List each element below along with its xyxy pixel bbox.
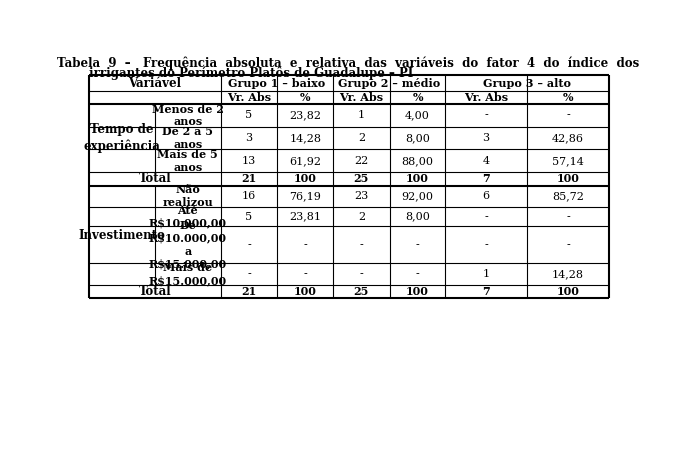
- Text: Tabela  9  –   Frequência  absoluta  e  relativa  das  variáveis  do  fator  4  : Tabela 9 – Frequência absoluta e relativ…: [57, 57, 639, 71]
- Text: Vr. Abs: Vr. Abs: [464, 92, 508, 103]
- Text: -: -: [247, 269, 251, 279]
- Text: -: -: [566, 212, 570, 222]
- Text: 2: 2: [358, 133, 365, 143]
- Text: Variável: Variável: [129, 76, 181, 90]
- Text: %: %: [563, 92, 573, 103]
- Text: -: -: [484, 240, 488, 250]
- Text: Investimento: Investimento: [78, 229, 165, 242]
- Text: Grupo 1 – baixo: Grupo 1 – baixo: [228, 78, 326, 89]
- Text: Grupo 3 – alto: Grupo 3 – alto: [484, 78, 571, 89]
- Text: 23,82: 23,82: [289, 111, 321, 121]
- Text: Não
realizou: Não realizou: [163, 184, 213, 208]
- Text: 25: 25: [353, 173, 369, 184]
- Text: 25: 25: [353, 286, 369, 297]
- Text: 14,28: 14,28: [552, 269, 584, 279]
- Text: %: %: [300, 92, 311, 103]
- Text: Menos de 2
anos: Menos de 2 anos: [152, 104, 224, 127]
- Text: Total: Total: [138, 172, 171, 186]
- Text: 22: 22: [354, 156, 368, 166]
- Text: Vr. Abs: Vr. Abs: [227, 92, 271, 103]
- Text: -: -: [566, 111, 570, 121]
- Text: 5: 5: [245, 212, 253, 222]
- Text: Vr. Abs: Vr. Abs: [339, 92, 383, 103]
- Text: -: -: [415, 269, 419, 279]
- Text: 100: 100: [294, 173, 317, 184]
- Text: De 2 a 5
anos: De 2 a 5 anos: [162, 126, 213, 150]
- Text: 1: 1: [358, 111, 365, 121]
- Text: 4,00: 4,00: [405, 111, 430, 121]
- Text: 3: 3: [245, 133, 253, 143]
- Text: -: -: [303, 240, 307, 250]
- Text: 21: 21: [241, 173, 257, 184]
- Text: 23,81: 23,81: [289, 212, 321, 222]
- Text: -: -: [360, 269, 363, 279]
- Text: -: -: [484, 212, 488, 222]
- Text: 5: 5: [245, 111, 253, 121]
- Text: 76,19: 76,19: [289, 191, 321, 201]
- Text: Até
R$10.000,00: Até R$10.000,00: [149, 205, 227, 228]
- Text: 42,86: 42,86: [552, 133, 584, 143]
- Text: 13: 13: [242, 156, 256, 166]
- Text: 2: 2: [358, 212, 365, 222]
- Text: De
R$10.000,00
a
R$15.000,00: De R$10.000,00 a R$15.000,00: [148, 220, 227, 269]
- Text: 100: 100: [556, 173, 580, 184]
- Text: 23: 23: [354, 191, 368, 201]
- Text: 92,00: 92,00: [402, 191, 434, 201]
- Text: 61,92: 61,92: [289, 156, 321, 166]
- Text: 7: 7: [482, 286, 490, 297]
- Text: 8,00: 8,00: [405, 212, 430, 222]
- Text: 4: 4: [483, 156, 490, 166]
- Text: 8,00: 8,00: [405, 133, 430, 143]
- Text: 100: 100: [556, 286, 580, 297]
- Text: 14,28: 14,28: [289, 133, 321, 143]
- Text: 6: 6: [483, 191, 490, 201]
- Text: 100: 100: [406, 286, 429, 297]
- Text: -: -: [415, 240, 419, 250]
- Text: irrigantes do Perímetro Platôs de Guadalupe – PI: irrigantes do Perímetro Platôs de Guadal…: [89, 66, 413, 80]
- Text: Grupo 2 – médio: Grupo 2 – médio: [338, 78, 441, 89]
- Text: 85,72: 85,72: [552, 191, 584, 201]
- Text: 7: 7: [482, 173, 490, 184]
- Text: 100: 100: [406, 173, 429, 184]
- Text: -: -: [303, 269, 307, 279]
- Text: 1: 1: [483, 269, 490, 279]
- Text: Total: Total: [138, 285, 171, 298]
- Text: -: -: [360, 240, 363, 250]
- Text: 16: 16: [242, 191, 256, 201]
- Text: Tempo de
experiência: Tempo de experiência: [84, 123, 160, 153]
- Text: Mais de 5
anos: Mais de 5 anos: [157, 149, 218, 173]
- Text: Mais de
R$15.000,00: Mais de R$15.000,00: [148, 262, 227, 286]
- Text: -: -: [484, 111, 488, 121]
- Text: -: -: [247, 240, 251, 250]
- Text: %: %: [413, 92, 423, 103]
- Text: 3: 3: [483, 133, 490, 143]
- Text: -: -: [566, 240, 570, 250]
- Text: 21: 21: [241, 286, 257, 297]
- Text: 57,14: 57,14: [552, 156, 584, 166]
- Text: 100: 100: [294, 286, 317, 297]
- Text: 88,00: 88,00: [402, 156, 434, 166]
